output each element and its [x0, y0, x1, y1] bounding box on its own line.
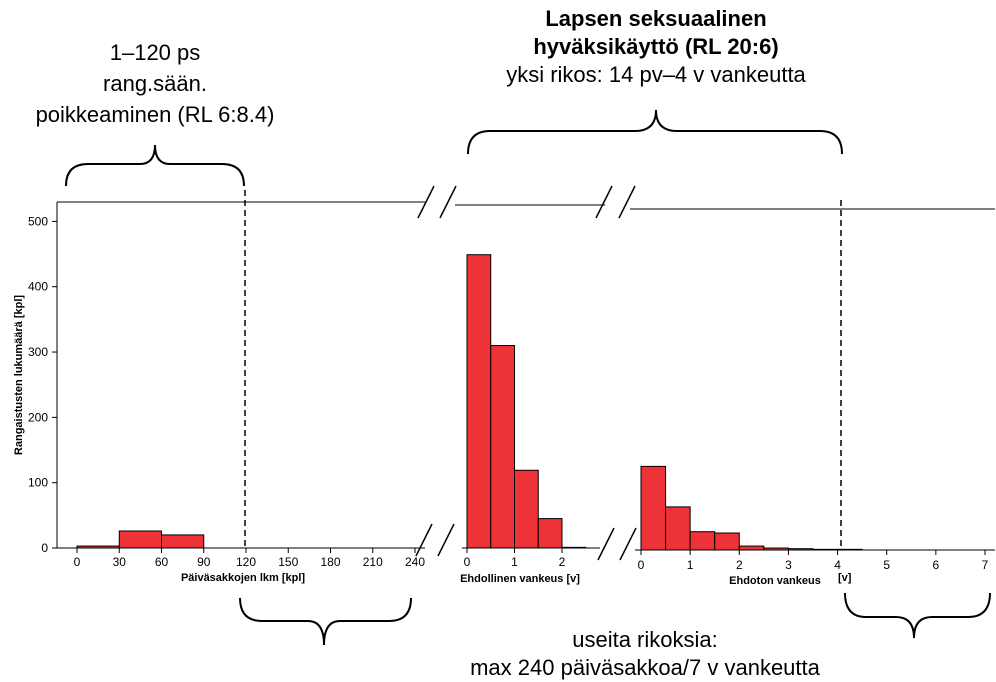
- left-annotation-line1: 1–120 ps: [110, 40, 201, 65]
- x-tick-label: 0: [464, 555, 471, 569]
- x-tick-label: 240: [405, 555, 425, 569]
- left-top-brace: [65, 144, 245, 187]
- bar: [738, 545, 765, 551]
- bar: [76, 545, 120, 549]
- bottom-left-brace: [239, 597, 412, 646]
- x-tick-label: 210: [363, 555, 383, 569]
- bar: [763, 547, 789, 551]
- bar: [714, 532, 740, 551]
- x-tick-label: 180: [320, 555, 340, 569]
- bottom-annotation-line2: max 240 päiväsakkoa/7 v vankeutta: [470, 655, 821, 680]
- top-annotation-line3: yksi rikos: 14 pv–4 v vankeutta: [506, 62, 806, 87]
- left-annotation-line2: rang.sään.: [103, 71, 207, 96]
- left-annotation-line3: poikkeaminen (RL 6:8.4): [36, 102, 275, 127]
- bottom-annotation-line1: useita rikoksia:: [572, 627, 718, 652]
- x-tick-label: 4: [834, 558, 841, 572]
- panel3-x-axis-label: Ehdoton vankeus: [729, 575, 821, 587]
- x-tick-label: 90: [197, 555, 211, 569]
- bar: [118, 530, 162, 549]
- bar: [514, 469, 539, 549]
- x-tick-label: 6: [933, 558, 940, 572]
- x-tick-label: 3: [785, 558, 792, 572]
- y-tick-label: 400: [28, 280, 48, 294]
- x-tick-label: 60: [155, 555, 169, 569]
- x-tick-label: 1: [511, 555, 518, 569]
- panel3-x-axis-unit: [v]: [838, 572, 852, 584]
- x-tick-label: 2: [736, 558, 743, 572]
- bar: [787, 548, 814, 551]
- bar: [537, 518, 563, 549]
- x-tick-label: 0: [638, 558, 645, 572]
- y-tick-label: 300: [28, 345, 48, 359]
- x-tick-label: 5: [883, 558, 890, 572]
- x-tick-label: 150: [278, 555, 298, 569]
- top-annotation-line2: hyväksikäyttö (RL 20:6): [533, 34, 778, 59]
- x-tick-label: 7: [982, 558, 989, 572]
- top-right-brace: [467, 109, 843, 155]
- y-tick-label: 200: [28, 410, 48, 424]
- bar: [466, 254, 492, 549]
- y-axis-label: Rangaistusten lukumäärä [kpl]: [13, 295, 25, 455]
- x-tick-label: 30: [113, 555, 127, 569]
- panel2-x-axis-label: Ehdollinen vankeus [v]: [460, 573, 580, 585]
- bar: [490, 345, 515, 549]
- bar: [640, 465, 667, 551]
- bar: [665, 506, 691, 551]
- x-tick-label: 120: [236, 555, 256, 569]
- y-tick-label: 500: [28, 214, 48, 228]
- top-annotation-line1: Lapsen seksuaalinen: [545, 6, 766, 31]
- y-tick-label: 100: [28, 476, 48, 490]
- bar: [689, 531, 716, 551]
- panel1-x-axis-label: Päiväsakkojen lkm [kpl]: [181, 572, 305, 584]
- bar: [561, 546, 587, 549]
- bottom-right-brace: [844, 592, 991, 639]
- x-tick-label: 1: [687, 558, 694, 572]
- bar: [161, 534, 205, 549]
- axis-break-marks: [415, 185, 637, 561]
- x-tick-label: 2: [559, 555, 566, 569]
- x-tick-label: 0: [74, 555, 81, 569]
- bar: [837, 548, 863, 551]
- bar: [812, 548, 839, 551]
- y-tick-label: 0: [41, 541, 48, 555]
